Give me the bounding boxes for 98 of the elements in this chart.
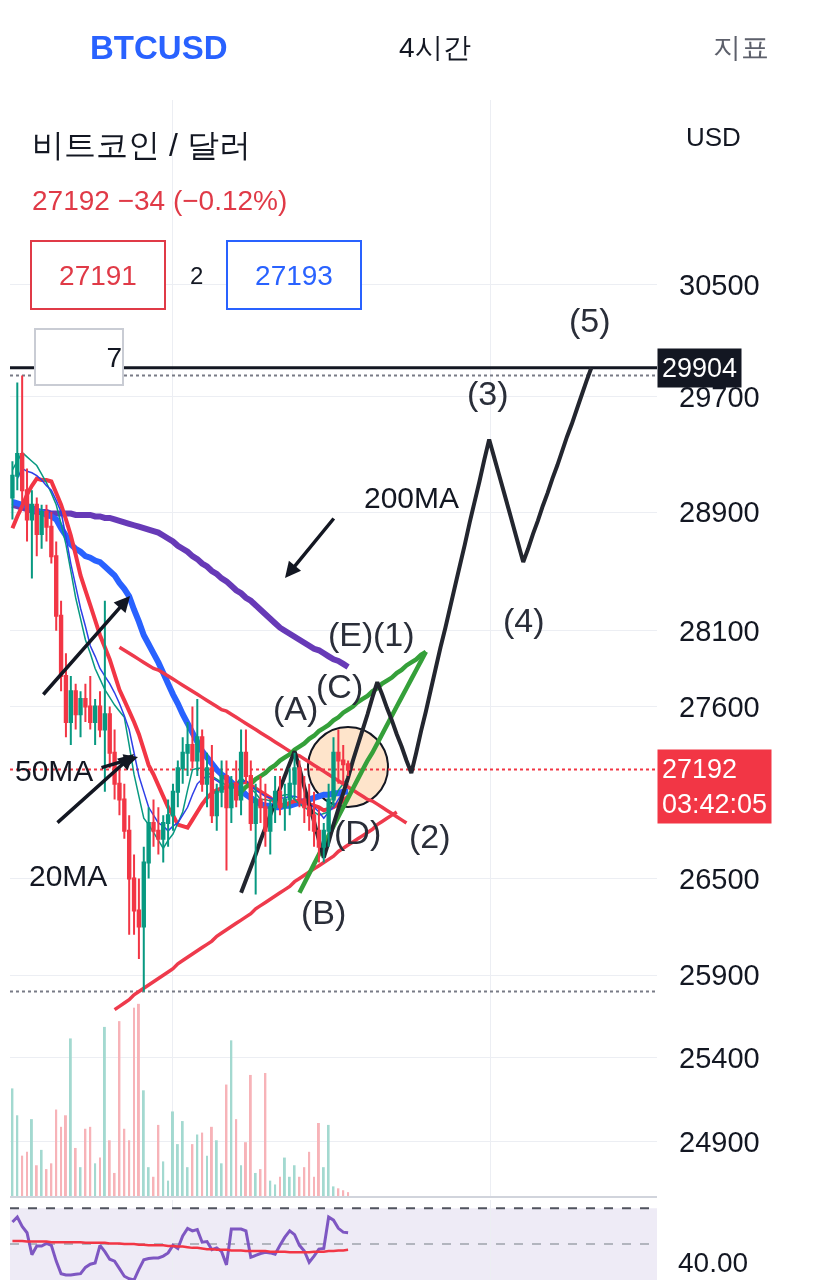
bar (215, 1140, 218, 1196)
bar (293, 1165, 296, 1196)
text: 지표 (713, 32, 769, 63)
annotation: 27192 −34 (−0.12%) (32, 185, 288, 216)
text: 4시간 (399, 32, 471, 63)
y-tick-label: 26500 (679, 862, 760, 895)
y-tick-label: 30500 (679, 268, 760, 301)
bar (35, 1165, 38, 1196)
candlestick (73, 682, 78, 731)
annotation: (B) (301, 893, 347, 931)
bar (235, 1119, 238, 1196)
candlestick (238, 728, 244, 817)
y-tick-label: 28900 (679, 496, 760, 529)
candlestick (102, 599, 108, 793)
bar (55, 1109, 58, 1196)
y-tick-label: 29700 (679, 380, 760, 413)
bar (317, 1122, 320, 1196)
annotation: (C) (316, 667, 364, 705)
bar (113, 1172, 116, 1196)
bar (74, 1147, 77, 1196)
bar (322, 1167, 325, 1196)
chart-title: BTCUSD (90, 28, 228, 66)
bar (69, 1038, 72, 1196)
annotation: (5) (569, 301, 611, 339)
candlestick (229, 775, 234, 824)
candlestick (78, 690, 83, 739)
annotation: 50MA (15, 754, 94, 787)
candlestick (34, 496, 39, 558)
bar (30, 1119, 33, 1196)
bar (288, 1176, 291, 1196)
bar (133, 1007, 136, 1196)
bar (220, 1163, 223, 1196)
bar (283, 1157, 286, 1196)
annotation: (E) (328, 615, 374, 653)
ref-line-label: 27192 03:42:05 (662, 754, 768, 820)
annotation: 27193 (255, 259, 333, 291)
annotation: 27191 (59, 259, 137, 291)
bar (201, 1132, 204, 1196)
bar (347, 1192, 350, 1196)
annotation: 7 (106, 341, 122, 373)
bar (244, 1142, 247, 1196)
bar (181, 1121, 184, 1196)
bar (108, 1140, 111, 1196)
candlestick (204, 751, 210, 809)
bar (142, 1090, 145, 1196)
bar (249, 1074, 252, 1196)
text: USD (686, 122, 741, 152)
bar (313, 1176, 316, 1196)
bar (171, 1111, 174, 1196)
bar (308, 1151, 311, 1196)
y-tick-label: 27600 (679, 690, 760, 723)
candlestick (92, 697, 98, 747)
y-tick-label: 25900 (679, 959, 760, 992)
candlestick (39, 503, 44, 550)
candlestick (29, 489, 35, 580)
bar (60, 1126, 63, 1196)
bar (79, 1167, 82, 1196)
bar (64, 1115, 67, 1196)
annotation: (1) (373, 615, 415, 653)
bar (99, 1157, 101, 1196)
bar (94, 1163, 97, 1196)
bar (274, 1184, 277, 1196)
bar (21, 1155, 24, 1196)
bar (259, 1169, 262, 1196)
bar (40, 1149, 43, 1196)
annotation: (2) (409, 817, 451, 855)
bar (186, 1167, 189, 1196)
bar (162, 1161, 165, 1196)
annotation: 2 (190, 262, 204, 289)
y-tick-label: 25400 (679, 1041, 760, 1074)
bar (254, 1172, 257, 1196)
bar (147, 1167, 150, 1196)
annotation: 20MA (29, 859, 108, 892)
bar (176, 1144, 179, 1196)
candlestick (277, 775, 283, 817)
annotation: (4) (503, 601, 545, 639)
annotation: 200MA (364, 481, 460, 514)
y-tick-label: 24900 (679, 1125, 760, 1158)
candlestick (97, 690, 103, 739)
bar (137, 1003, 140, 1196)
annotation: (A) (273, 689, 319, 727)
candlestick (68, 675, 73, 747)
bar (327, 1124, 330, 1196)
bar (206, 1155, 208, 1196)
bar (167, 1180, 170, 1196)
bar (240, 1165, 243, 1196)
annotation: (3) (467, 374, 509, 412)
y-tick-label: 28100 (679, 614, 760, 647)
bar (279, 1176, 281, 1196)
text: 비트코인 / 달러 (32, 127, 251, 163)
text: 40.00 (678, 1247, 749, 1278)
bar (210, 1126, 213, 1196)
bar (26, 1151, 28, 1196)
bar (128, 1140, 131, 1196)
bar (342, 1190, 345, 1196)
ref-line-label: 29904 (662, 353, 738, 383)
candlestick (195, 697, 200, 778)
bar (103, 1026, 106, 1196)
